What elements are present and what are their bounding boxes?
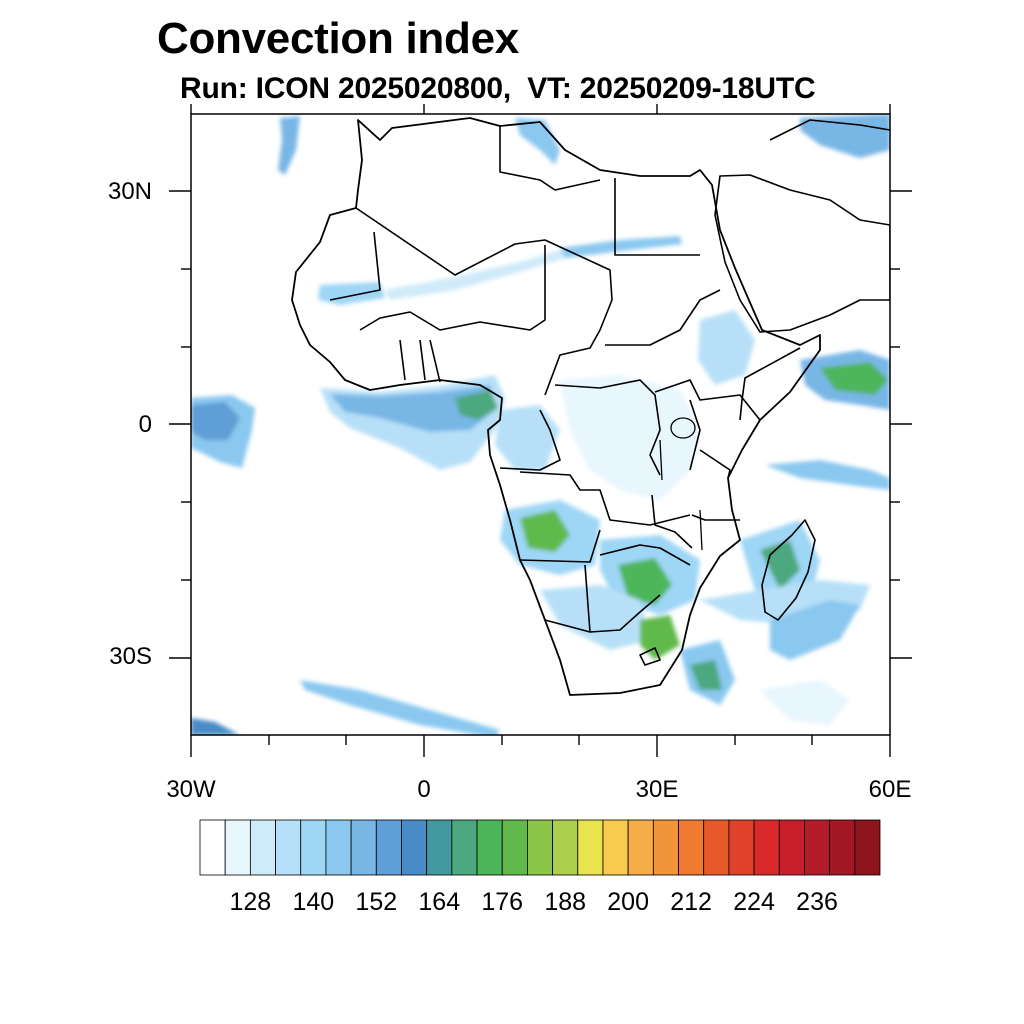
convection-peak-offshore-natal xyxy=(690,660,722,690)
colorbar-swatch xyxy=(753,819,780,876)
colorbar-swatch xyxy=(652,819,679,876)
colorbar-swatch xyxy=(501,819,528,876)
colorbar-swatch xyxy=(476,819,503,876)
colorbar-label: 224 xyxy=(733,888,775,916)
colorbar-label: 140 xyxy=(292,888,335,916)
convection-area-se-madagascar xyxy=(770,600,860,660)
colorbar-swatch xyxy=(678,819,705,876)
colorbar-label: 188 xyxy=(544,888,587,916)
axis-ticks xyxy=(169,104,912,757)
lon-label: 60E xyxy=(868,776,912,803)
colorbar-label: 128 xyxy=(229,888,272,916)
colorbar-swatch xyxy=(426,819,453,876)
colorbar-swatch xyxy=(829,819,856,876)
convection-peak-guinea xyxy=(455,390,498,420)
convection-core-atlantic xyxy=(191,402,240,440)
colorbar-label: 164 xyxy=(418,888,461,916)
convection-area-south-indian xyxy=(760,680,850,725)
lakes xyxy=(659,417,703,551)
colorbar-label: 176 xyxy=(481,888,524,916)
convection-field xyxy=(191,114,890,735)
colorbar-swatch xyxy=(401,819,428,876)
page-subtitle: Run: ICON 2025020800, VT: 20250209-18UTC xyxy=(180,72,816,105)
convection-peak-indian-equator xyxy=(820,362,888,395)
convection-area-ethiopia xyxy=(698,310,755,385)
colorbar-swatch xyxy=(703,819,730,876)
convection-band-sahel xyxy=(385,250,565,300)
colorbar-swatch xyxy=(199,819,226,876)
convection-peak-natal xyxy=(640,615,680,660)
colorbar-label: 200 xyxy=(607,888,649,916)
colorbar-swatch xyxy=(300,819,327,876)
convection-area-botswana xyxy=(540,585,650,650)
colorbar-swatch xyxy=(224,819,251,876)
country-borders xyxy=(291,117,890,696)
convection-band-indian-mid xyxy=(765,460,890,490)
lat-label: 0 xyxy=(138,410,152,438)
colorbar-swatch xyxy=(804,819,831,876)
colorbar-swatch xyxy=(325,819,352,876)
convection-area-south-west-corner xyxy=(191,718,240,735)
colorbar-swatch xyxy=(728,819,755,876)
colorbar-swatch xyxy=(778,819,805,876)
colorbar-swatch xyxy=(854,819,881,876)
colorbar-swatch xyxy=(577,819,604,876)
colorbar-swatch xyxy=(375,819,402,876)
convection-peak-madagascar xyxy=(760,540,800,590)
convection-area-mediterranean xyxy=(515,118,560,165)
colorbar-swatch xyxy=(249,819,276,876)
lat-label: 30S xyxy=(109,643,152,671)
convection-area-congo xyxy=(495,405,560,470)
page-title: Convection index xyxy=(157,14,519,63)
convection-peak-angola xyxy=(520,510,570,552)
colorbar-swatch xyxy=(552,819,579,876)
convection-band-sahara-east xyxy=(560,236,682,258)
colorbar-label: 212 xyxy=(670,888,712,916)
convection-core-guinea xyxy=(330,385,495,432)
lon-label: 30W xyxy=(166,776,216,803)
convection-peak-zimbabwe xyxy=(618,558,672,605)
convection-band-atlantic-north xyxy=(278,116,300,175)
convection-band-south-atlantic xyxy=(300,680,500,735)
colorbar-swatch xyxy=(451,819,478,876)
colorbar-swatch xyxy=(527,819,553,876)
convection-area-iran xyxy=(800,114,890,158)
colorbar-label: 152 xyxy=(355,888,398,916)
colorbar-swatch xyxy=(350,819,377,876)
colorbar-swatch xyxy=(602,819,629,876)
lat-label: 30N xyxy=(107,177,152,205)
lon-label: 0 xyxy=(417,776,431,803)
colorbar-swatch xyxy=(275,819,302,876)
lon-label: 30E xyxy=(635,776,679,803)
convection-area-central xyxy=(560,375,700,500)
colorbar-label: 236 xyxy=(796,888,838,916)
colorbar-swatch xyxy=(627,819,654,876)
